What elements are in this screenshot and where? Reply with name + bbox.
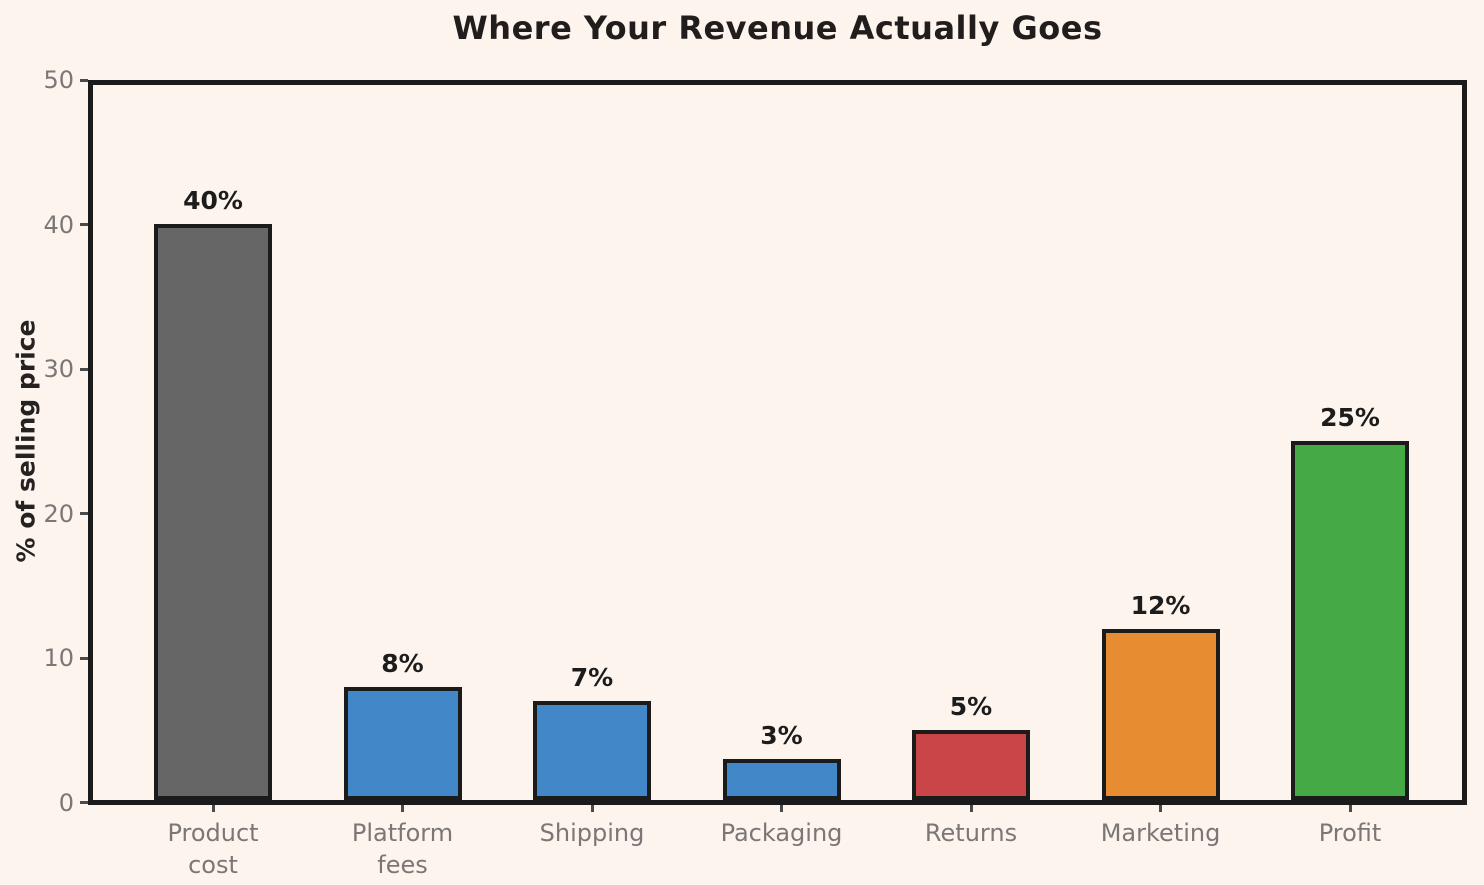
y-tick-mark: [80, 656, 88, 660]
y-tick-mark: [80, 367, 88, 371]
plot-area: 40% 8% 7% 3% 5% 12% 25%: [88, 80, 1467, 805]
y-tick-label: 50: [43, 66, 74, 94]
x-tick-label: Marketing: [1100, 819, 1221, 847]
x-tick-label: Platform fees: [351, 819, 454, 880]
x-tick-mark: [1348, 805, 1352, 812]
x-tick-label: Profit: [1318, 819, 1382, 847]
bar-value-label: 12%: [1130, 591, 1191, 620]
x-tick-mark: [1159, 805, 1162, 812]
bar-value-label: 7%: [570, 663, 614, 692]
bar: [154, 224, 272, 800]
x-tick-mark: [590, 805, 594, 812]
bar-value-label: 3%: [760, 721, 803, 750]
x-tick-mark: [969, 805, 973, 812]
bar-value-label: 5%: [949, 692, 993, 721]
y-tick-mark: [80, 78, 88, 82]
x-tick-label: Shipping: [539, 819, 645, 847]
bar-value-label: 8%: [381, 649, 424, 678]
x-tick-label: Product cost: [167, 819, 259, 880]
y-tick-label: 20: [43, 499, 74, 528]
x-tick-mark: [401, 805, 404, 812]
bar: [343, 687, 462, 800]
x-tick-mark: [211, 805, 215, 812]
bar: [1101, 629, 1220, 800]
x-tick-label: Packaging: [720, 819, 843, 847]
y-tick-label: 10: [43, 644, 74, 672]
bar: [912, 730, 1030, 800]
chart-title: Where Your Revenue Actually Goes: [452, 9, 1103, 47]
y-tick-label: 30: [43, 355, 74, 383]
y-tick-mark: [80, 223, 88, 226]
y-tick-mark: [80, 512, 88, 515]
bar-value-label: 25%: [1320, 403, 1380, 432]
y-tick-label: 0: [58, 788, 74, 817]
x-tick-mark: [780, 805, 783, 812]
y-tick-label: 40: [43, 210, 74, 239]
bar: [533, 701, 651, 800]
bar: [1291, 441, 1409, 800]
bar-value-label: 40%: [183, 186, 243, 215]
bar: [722, 759, 841, 800]
y-tick-mark: [80, 801, 88, 804]
x-tick-label: Returns: [924, 819, 1018, 847]
